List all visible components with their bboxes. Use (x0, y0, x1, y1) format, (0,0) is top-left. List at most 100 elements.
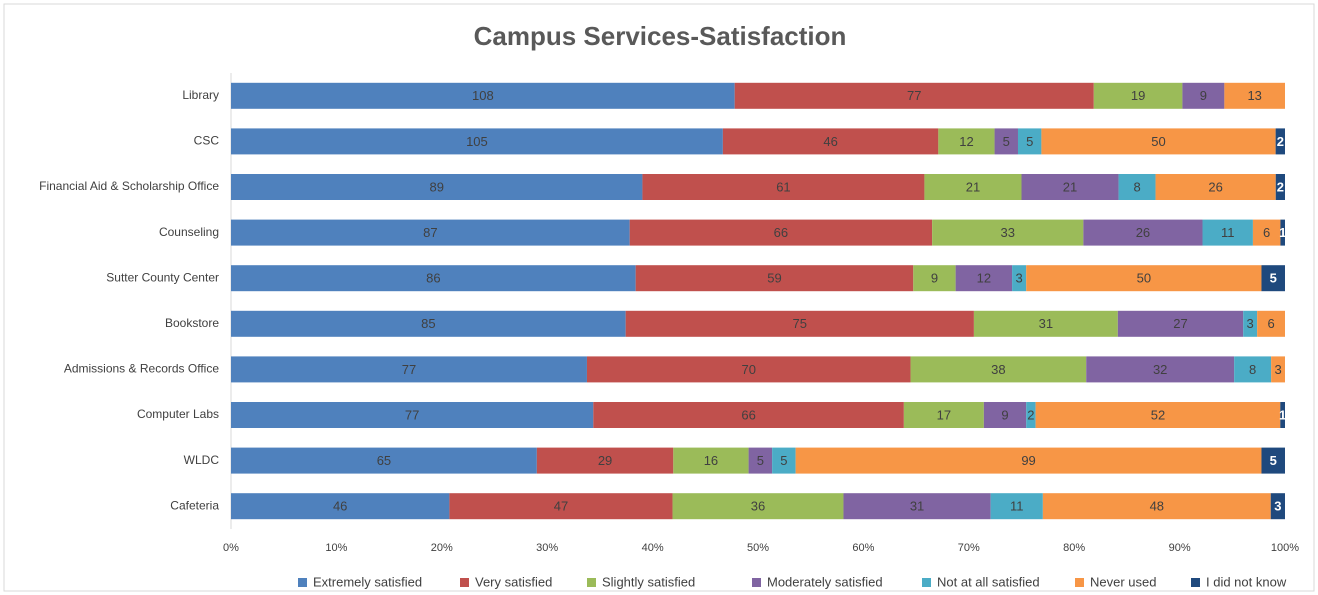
data-label: 3 (1247, 316, 1254, 331)
legend-swatch (460, 578, 469, 587)
x-tick-label: 30% (536, 542, 558, 554)
legend-label: Never used (1090, 574, 1156, 589)
data-label: 6 (1263, 225, 1270, 240)
data-label: 85 (421, 316, 435, 331)
data-label: 48 (1150, 499, 1164, 514)
bar-segment (1261, 447, 1285, 474)
bar-segment (1261, 265, 1285, 292)
data-label: 61 (776, 179, 790, 194)
y-tick-label: Sutter County Center (106, 270, 219, 284)
bar-segment (625, 310, 974, 337)
data-label: 86 (426, 271, 440, 286)
bar-segment (231, 128, 723, 155)
legend-label: Slightly satisfied (602, 574, 695, 589)
data-label: 21 (966, 179, 980, 194)
chart-title: Campus Services-Satisfaction (474, 21, 847, 51)
bar-segment (231, 310, 626, 337)
data-label: 9 (1001, 407, 1008, 422)
x-tick-label: 70% (958, 542, 980, 554)
data-label: 52 (1151, 407, 1165, 422)
bar-segment (1041, 128, 1276, 155)
data-label: 108 (472, 88, 494, 103)
legend-swatch (1075, 578, 1084, 587)
data-label: 16 (704, 453, 718, 468)
bar-segment (593, 402, 904, 428)
data-label: 77 (907, 88, 921, 103)
bar-segment (231, 493, 450, 520)
data-label: 9 (1200, 88, 1207, 103)
x-tick-label: 20% (431, 542, 453, 554)
bar-segment (1118, 174, 1156, 200)
data-label: 26 (1136, 225, 1150, 240)
bar-segment (973, 310, 1118, 337)
bar-segment (1026, 265, 1262, 292)
data-label: 105 (466, 134, 488, 149)
data-label: 8 (1133, 179, 1140, 194)
bar-segment (586, 356, 911, 383)
data-label: 5 (1003, 134, 1010, 149)
bar-segment (536, 447, 674, 474)
bar-segment (1012, 265, 1027, 292)
x-tick-label: 50% (747, 542, 769, 554)
x-tick-label: 60% (852, 542, 874, 554)
data-label: 66 (774, 225, 788, 240)
data-label: 17 (937, 407, 951, 422)
data-label: 77 (405, 407, 419, 422)
bar-segment (231, 174, 643, 200)
bar-segment (1257, 310, 1285, 337)
bar-segment (1182, 82, 1225, 109)
data-label: 26 (1208, 179, 1222, 194)
data-label: 5 (1270, 271, 1277, 286)
legend-label: Not at all satisfied (937, 574, 1040, 589)
data-label: 70 (742, 362, 756, 377)
data-label: 50 (1151, 134, 1165, 149)
x-tick-label: 10% (325, 542, 347, 554)
bar-segment (1275, 128, 1285, 155)
bar-segment (903, 402, 984, 428)
data-label: 99 (1021, 453, 1035, 468)
data-label: 46 (333, 499, 347, 514)
bar-segment (1026, 402, 1036, 428)
bar-segment (231, 82, 735, 109)
data-label: 11 (1221, 225, 1235, 240)
legend-swatch (587, 578, 596, 587)
bar-segment (1155, 174, 1276, 200)
data-label: 87 (423, 225, 437, 240)
data-label: 32 (1153, 362, 1167, 377)
y-tick-label: Counseling (159, 225, 219, 239)
data-label: 13 (1247, 88, 1261, 103)
bar-segment (1234, 356, 1272, 383)
bar-segment (231, 402, 594, 428)
bar-segment (1117, 310, 1244, 337)
bar-segment (449, 493, 673, 520)
data-label: 75 (793, 316, 807, 331)
x-tick-label: 90% (1169, 542, 1191, 554)
bar-segment (635, 265, 914, 292)
bar-segment (1017, 128, 1042, 155)
data-label: 31 (1039, 316, 1053, 331)
bar-segment (1086, 356, 1235, 383)
bar-segment (1083, 219, 1203, 246)
data-label: 5 (1026, 134, 1033, 149)
data-label: 2 (1027, 407, 1034, 422)
bar-segment (734, 82, 1094, 109)
data-label: 12 (959, 134, 973, 149)
bar-segment (1202, 219, 1253, 246)
bar-segment (231, 219, 630, 246)
bar-segment (748, 447, 773, 474)
y-tick-label: Financial Aid & Scholarship Office (39, 179, 219, 193)
legend-label: Very satisfied (475, 574, 552, 589)
y-tick-label: Bookstore (165, 316, 219, 330)
bar-segment (913, 265, 956, 292)
data-label: 33 (1001, 225, 1015, 240)
data-label: 11 (1010, 499, 1024, 514)
legend-swatch (752, 578, 761, 587)
bar-segment (1093, 82, 1183, 109)
data-label: 2 (1277, 134, 1284, 149)
x-tick-label: 100% (1271, 542, 1299, 554)
legend-label: Moderately satisfied (767, 574, 883, 589)
bar-segment (642, 174, 925, 200)
bar-segment (1243, 310, 1258, 337)
bar-segment (1271, 356, 1285, 383)
bar-segment (990, 493, 1043, 520)
